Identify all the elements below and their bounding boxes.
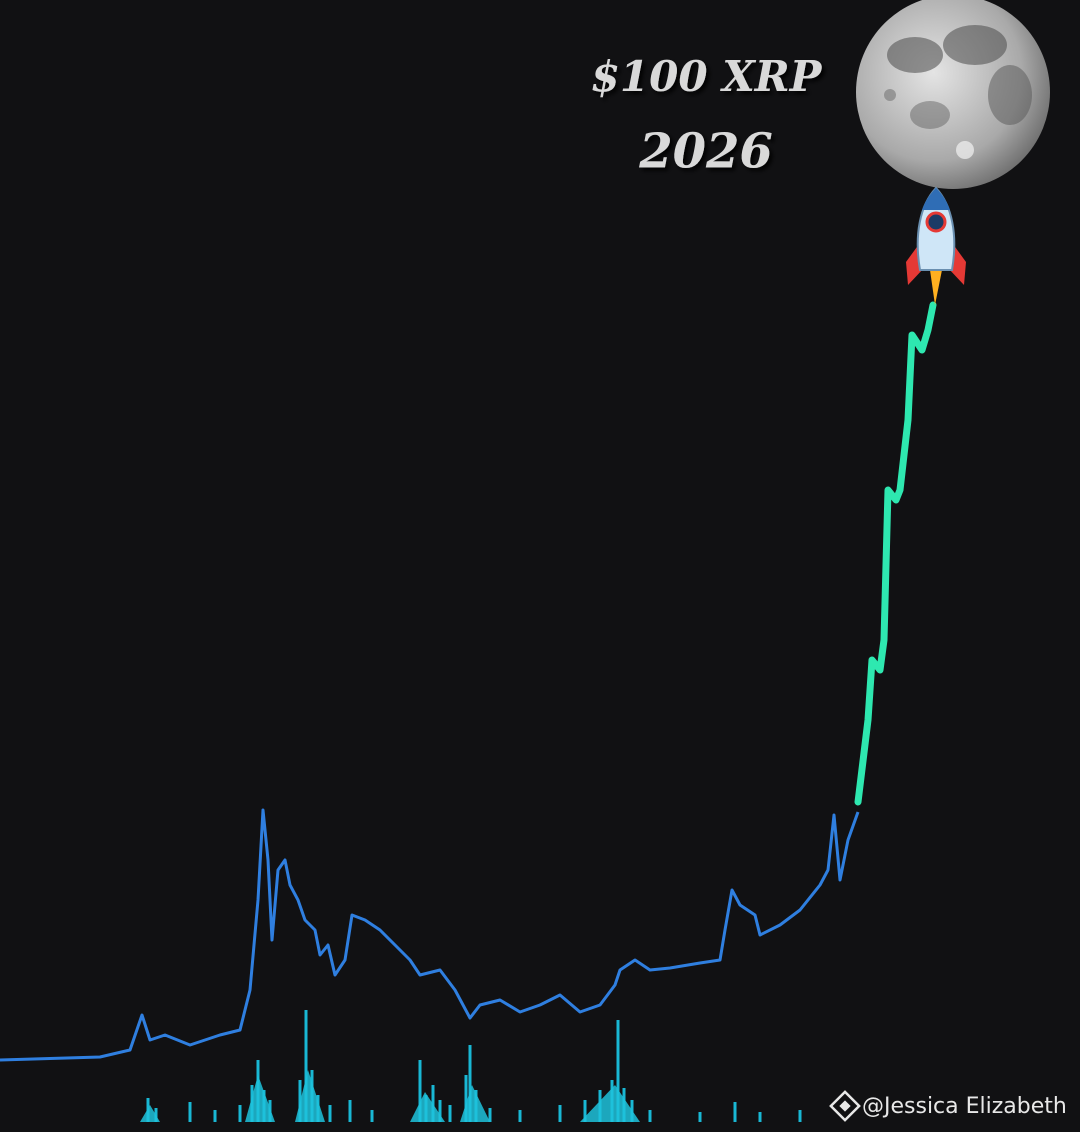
projection-line	[854, 301, 937, 806]
watermark: @Jessica Elizabeth	[862, 1094, 1067, 1119]
price-line	[0, 808, 860, 1062]
rocket	[906, 186, 966, 305]
watermark-icon	[829, 1090, 861, 1122]
moon	[856, 0, 1050, 189]
headline-year: 2026	[638, 124, 773, 180]
headline-title: $100 XRP	[591, 52, 823, 101]
volume-fill	[140, 1070, 640, 1122]
